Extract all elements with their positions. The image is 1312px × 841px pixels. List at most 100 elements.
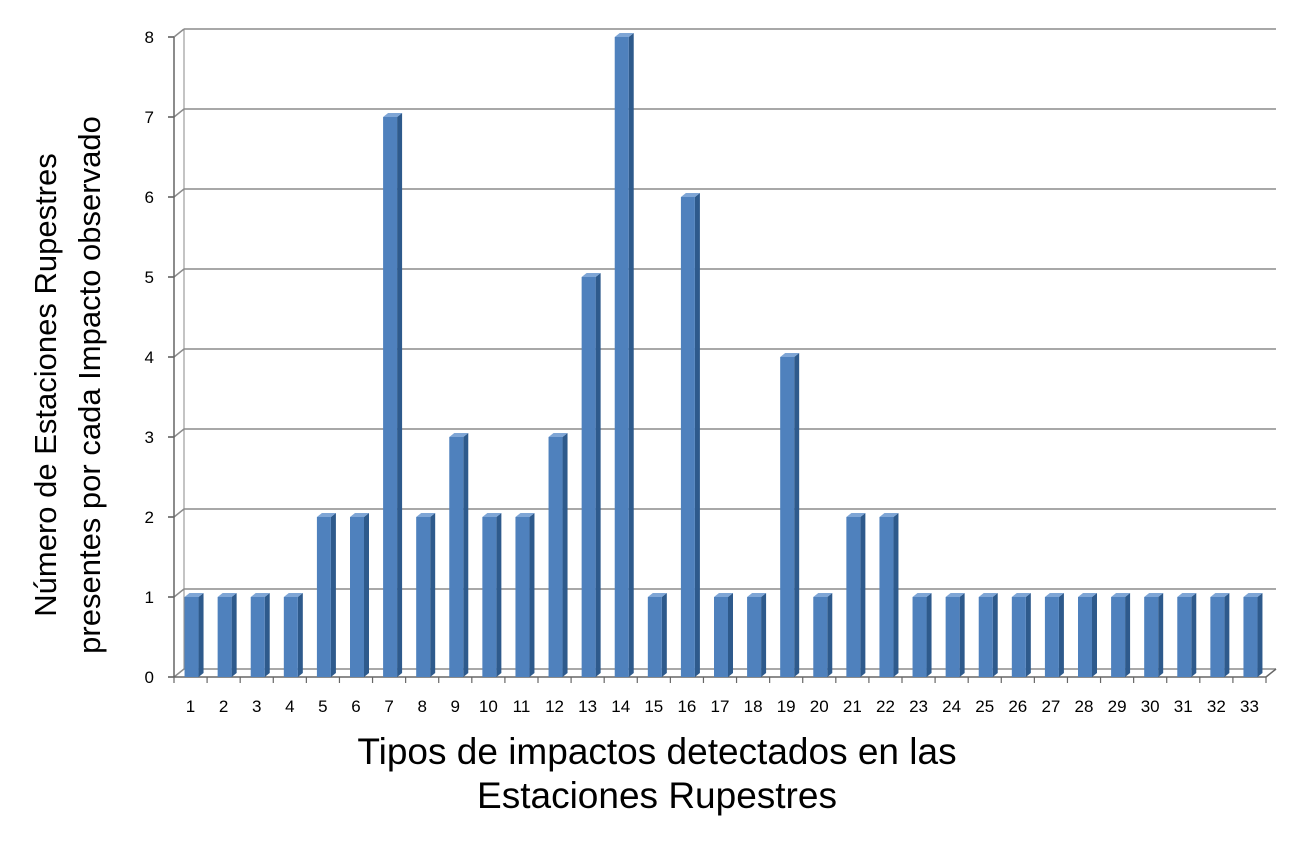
bar — [614, 33, 634, 677]
y-tick-label: 5 — [145, 268, 154, 287]
bar-front — [548, 437, 563, 677]
bar — [283, 593, 303, 677]
bar-front — [250, 597, 265, 677]
bar-top — [912, 593, 932, 597]
bar-front — [515, 517, 530, 677]
bar-top — [813, 593, 833, 597]
bar-top — [1011, 593, 1031, 597]
bar — [416, 513, 436, 677]
bar-top — [1210, 593, 1230, 597]
bar — [1243, 593, 1263, 677]
bar-top — [482, 513, 502, 517]
bar — [1210, 593, 1230, 677]
bar-top — [383, 113, 403, 117]
bar-front — [1011, 597, 1026, 677]
x-tick-label: 31 — [1174, 697, 1193, 716]
bar-top — [515, 513, 535, 517]
bar-side — [562, 433, 568, 677]
x-tick-label: 14 — [611, 697, 630, 716]
bar-front — [383, 117, 398, 677]
bar-front — [581, 277, 596, 677]
bar-side — [297, 593, 303, 677]
bar-top — [1243, 593, 1263, 597]
gridline-depth — [173, 348, 185, 358]
bar — [1177, 593, 1197, 677]
bar-top — [283, 593, 303, 597]
bar — [1011, 593, 1031, 677]
bar-top — [1044, 593, 1064, 597]
bar-side — [761, 593, 767, 677]
bar — [548, 433, 568, 677]
bar-top — [449, 433, 469, 437]
bar-front — [1044, 597, 1059, 677]
bar — [747, 593, 767, 677]
x-tick-label: 12 — [545, 697, 564, 716]
bar-side — [992, 593, 998, 677]
bar-top — [614, 33, 634, 37]
bar-side — [198, 593, 204, 677]
bar-top — [714, 593, 733, 597]
bar-top — [647, 593, 667, 597]
x-tick-label: 5 — [318, 697, 327, 716]
bar-front — [1177, 597, 1192, 677]
x-tick-label: 1 — [186, 697, 195, 716]
x-tick-label: 21 — [843, 697, 862, 716]
x-tick-label: 8 — [417, 697, 426, 716]
bar — [217, 593, 237, 677]
bar-side — [1257, 593, 1263, 677]
y-axis-title-line-2: presentes por cada Impacto observado — [72, 116, 107, 654]
gridline-depth — [173, 668, 185, 678]
bar-side — [430, 513, 436, 677]
bar-side — [463, 433, 469, 677]
bar-top — [1111, 593, 1131, 597]
x-tick-label: 13 — [578, 697, 597, 716]
x-tick-label: 16 — [677, 697, 696, 716]
bar-side — [661, 593, 667, 677]
bar — [1078, 593, 1097, 677]
bar-top — [350, 513, 369, 517]
bar-side — [1025, 593, 1031, 677]
floor-edge — [1265, 668, 1277, 678]
bar-side — [959, 593, 965, 677]
bars-layer — [184, 33, 1263, 677]
bar-side — [496, 513, 502, 677]
bar-side — [529, 513, 535, 677]
x-tick-label: 4 — [285, 697, 294, 716]
x-tick-label: 3 — [252, 697, 261, 716]
bar — [813, 593, 833, 677]
bar-top — [1177, 593, 1197, 597]
bar — [184, 593, 204, 677]
x-tick-label: 22 — [876, 697, 895, 716]
x-tick-label: 15 — [644, 697, 663, 716]
gridline-depth — [173, 508, 185, 518]
bar-top — [1078, 593, 1097, 597]
bar-top — [250, 593, 270, 597]
bar-side — [1191, 593, 1197, 677]
bar-side — [893, 513, 899, 677]
bar-front — [680, 197, 695, 677]
bar — [1044, 593, 1064, 677]
bar-front — [283, 597, 298, 677]
x-tick-label: 27 — [1041, 697, 1060, 716]
gridline-depth — [173, 188, 185, 198]
bar-side — [628, 33, 634, 677]
x-tick-label: 26 — [1008, 697, 1027, 716]
x-axis-title-line-2: Estaciones Rupestres — [477, 775, 837, 816]
bar — [846, 513, 866, 677]
bar-front — [614, 37, 629, 677]
bar — [383, 113, 403, 677]
bar-side — [1224, 593, 1230, 677]
y-tick-label: 8 — [145, 28, 154, 47]
gridline-depth — [173, 588, 185, 598]
bar-side — [728, 593, 733, 677]
x-tick-label: 33 — [1240, 697, 1259, 716]
bar-front — [879, 517, 894, 677]
bar-top — [217, 593, 237, 597]
bar — [316, 513, 336, 677]
x-tick-label: 32 — [1207, 697, 1226, 716]
bar — [945, 593, 965, 677]
bar-front — [978, 597, 993, 677]
x-tick-label: 10 — [479, 697, 498, 716]
x-tick-label: 20 — [810, 697, 829, 716]
